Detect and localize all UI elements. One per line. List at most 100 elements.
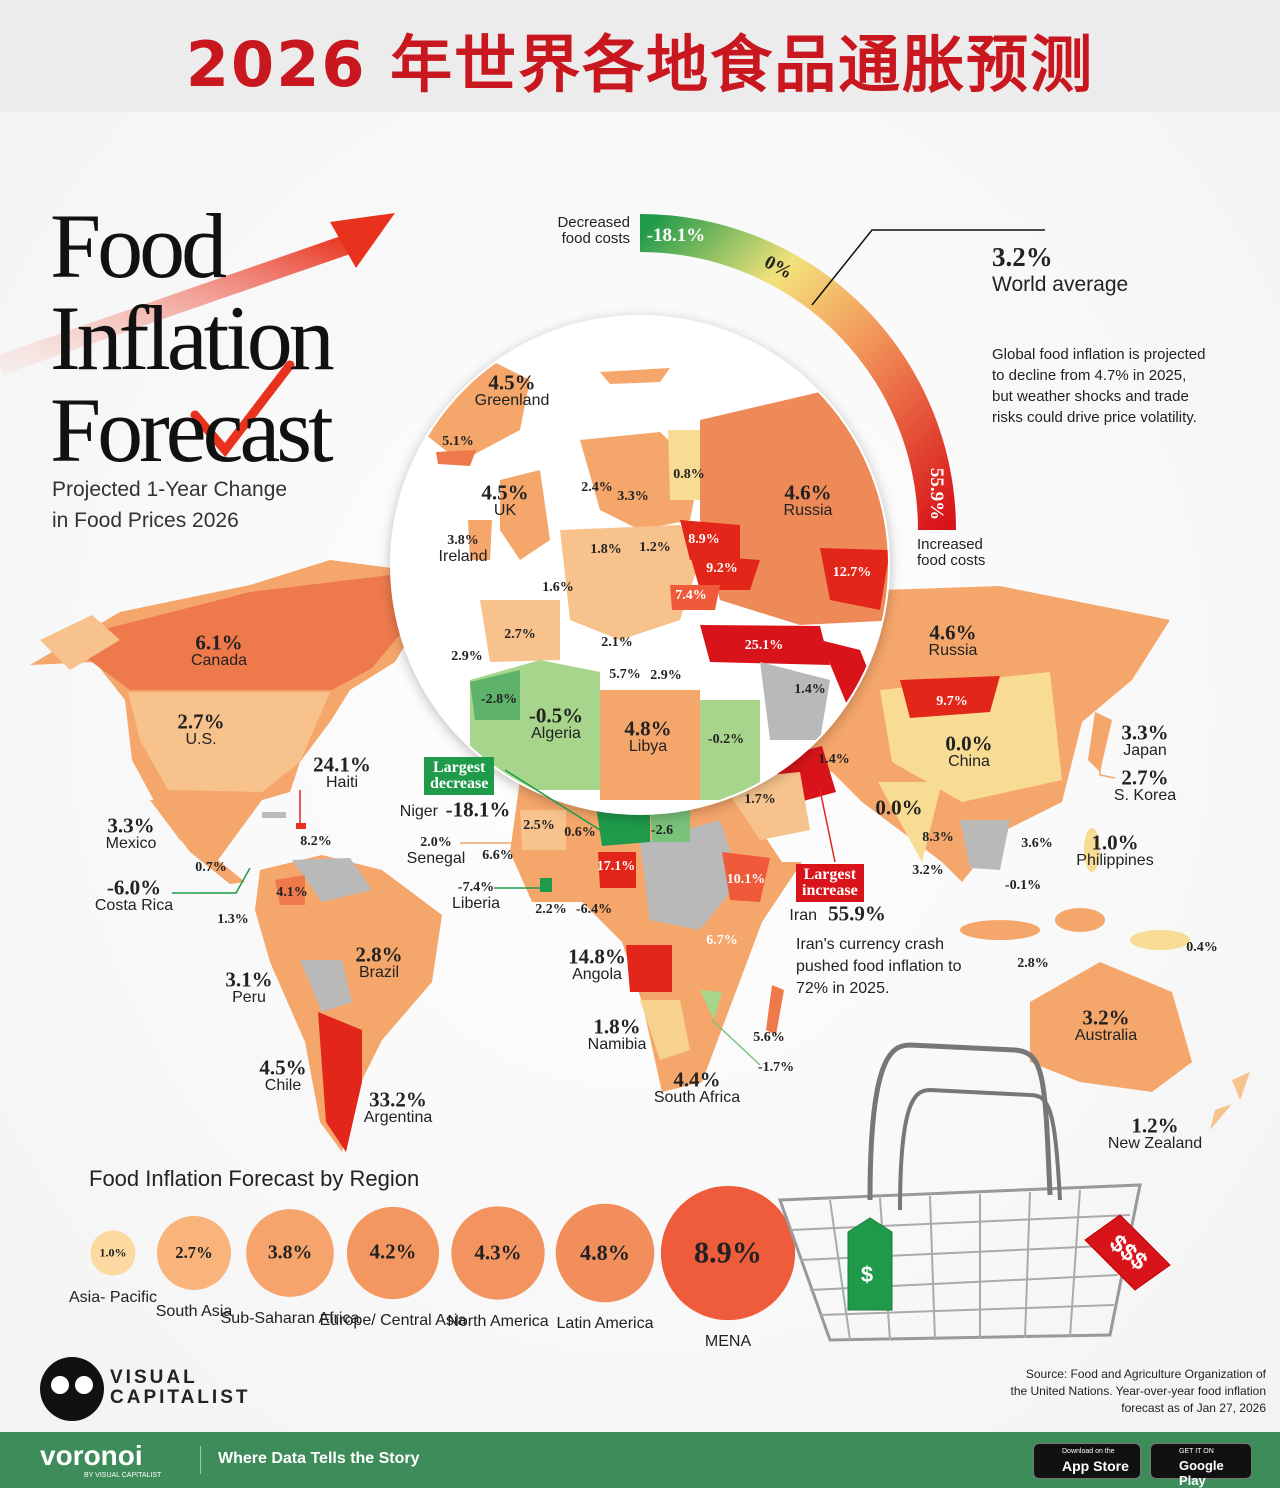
title-line: Forecast <box>50 379 334 481</box>
label-name: Greenland <box>474 392 550 409</box>
google-play[interactable]: GET IT ON Google Play <box>1150 1443 1252 1488</box>
label-name: Canada <box>190 652 248 669</box>
label-value: 5.6% <box>753 1030 785 1045</box>
label-value: 0.0% <box>945 731 993 756</box>
label-name: China <box>948 753 990 770</box>
label-value: 7.4% <box>675 588 707 603</box>
label-value: 1.4% <box>818 752 850 767</box>
label-value: -0.2% <box>707 732 745 747</box>
gauge-increased: Increased food costs <box>917 536 986 569</box>
region-value: 4.8% <box>580 1240 630 1265</box>
footer: voronoi BY VISUAL CAPITALIST Where Data … <box>0 1432 1280 1488</box>
region-bubble <box>90 1230 136 1276</box>
label-value: -2.8% <box>480 692 518 707</box>
label-value: 2.5% <box>523 818 555 833</box>
label-name: Chile <box>264 1077 302 1094</box>
region-bubble <box>157 1216 231 1290</box>
label-value: 8.3% <box>922 830 954 845</box>
label-value: 0.6% <box>564 825 596 840</box>
label-name: New Zealand <box>1107 1135 1203 1152</box>
label-value: 12.7% <box>832 565 872 580</box>
label-name: Angola <box>572 966 622 983</box>
label-value: 1.7% <box>744 792 776 807</box>
world-average-value: 3.2% <box>992 242 1053 272</box>
label-value: 2.9% <box>451 649 483 664</box>
label-value: 3.3% <box>1121 720 1169 745</box>
label-name: Niger <box>399 803 438 820</box>
label-value: 55.9% <box>828 901 886 926</box>
south-america <box>255 855 442 1152</box>
banner: 2026 年世界各地食品通胀预测 <box>0 0 1280 112</box>
label-value: 1.4% <box>794 682 826 697</box>
label-value: 6.7% <box>706 933 738 948</box>
label-name: Libya <box>628 738 668 755</box>
label-value: -6.0% <box>106 875 162 900</box>
label-value: 2.2% <box>535 902 567 917</box>
label-value: -7.4% <box>457 880 495 895</box>
regions-title: Food Inflation Forecast by Region <box>89 1166 420 1191</box>
label-value: 0.7% <box>195 860 227 875</box>
label-name: U.S. <box>185 731 217 748</box>
label-value: 1.8% <box>593 1014 641 1039</box>
region-bubble <box>555 1203 655 1303</box>
brand: voronoi <box>40 1440 143 1471</box>
label-value: 4.6% <box>929 620 977 645</box>
label-value: 4.8% <box>624 716 672 741</box>
label-value: 6.1% <box>195 630 243 655</box>
label-value: 2.4% <box>581 480 613 495</box>
label-value: 1.2% <box>1131 1113 1179 1138</box>
label-value: 3.2% <box>1082 1005 1130 1030</box>
label-value: 24.1% <box>313 752 371 777</box>
region-bubble <box>660 1185 796 1321</box>
banner-title: 2026 年世界各地食品通胀预测 <box>185 28 1095 101</box>
label-name: Australia <box>1074 1027 1138 1044</box>
app-store-top: Download on the <box>1062 1448 1115 1455</box>
app-store[interactable]: Download on the App Store <box>1033 1443 1141 1479</box>
tagline: Where Data Tells the Story <box>218 1450 420 1467</box>
iran-note: Iran's currency crash pushed food inflat… <box>796 936 962 997</box>
region-name: Europe/ Central Asia <box>319 1312 467 1330</box>
label-value: 4.1% <box>276 885 308 900</box>
region-bubbles <box>90 1185 796 1321</box>
app-store-label: App Store <box>1062 1458 1129 1474</box>
label-value: 2.7% <box>1121 765 1169 790</box>
title-line: Food <box>50 195 227 297</box>
brand-sub: BY VISUAL CAPITALIST <box>84 1472 162 1479</box>
label-value: 2.7% <box>504 627 536 642</box>
region-value: 1.0% <box>99 1245 127 1260</box>
label-name: Liberia <box>451 895 501 912</box>
label-value: -6.4% <box>575 902 613 917</box>
label-value: 0.4% <box>1186 940 1218 955</box>
label-name: Russia <box>928 642 978 659</box>
region-name: North America <box>447 1312 549 1330</box>
largest-decrease: Largest decrease <box>424 757 495 795</box>
region-value: 3.8% <box>267 1241 313 1264</box>
region-bubble <box>451 1206 545 1300</box>
label-name: Japan <box>1123 742 1167 759</box>
largest-increase: Largest increase <box>796 864 864 902</box>
region-value: 4.3% <box>474 1240 522 1265</box>
label-value: 2.1% <box>601 635 633 650</box>
gauge-decreased: Decreased food costs <box>557 214 630 247</box>
logo-mark <box>40 1357 104 1421</box>
gauge-min: -18.1% <box>646 225 706 246</box>
label-value: 9.2% <box>706 561 738 576</box>
region-bubble <box>246 1209 334 1297</box>
label-name: Senegal <box>406 850 466 867</box>
label-value: 2.0% <box>420 835 452 850</box>
label-value: 5.7% <box>609 667 641 682</box>
label-value: 2.8% <box>1017 956 1049 971</box>
label-value: 3.3% <box>617 489 649 504</box>
tag-green: $ <box>860 1262 874 1287</box>
gauge <box>639 214 1045 531</box>
region-name: Latin America <box>556 1315 654 1333</box>
label-name: Iran <box>789 907 817 924</box>
label-name: Namibia <box>587 1036 647 1053</box>
europe-zoom <box>390 315 890 815</box>
label-name: Peru <box>232 989 266 1006</box>
note: Global food inflation is projected to de… <box>992 346 1206 426</box>
region-value: 2.7% <box>175 1243 213 1262</box>
label-name: Costa Rica <box>94 897 174 914</box>
label-value: -1.7% <box>757 1060 795 1075</box>
label-value: -0.5% <box>528 703 584 728</box>
